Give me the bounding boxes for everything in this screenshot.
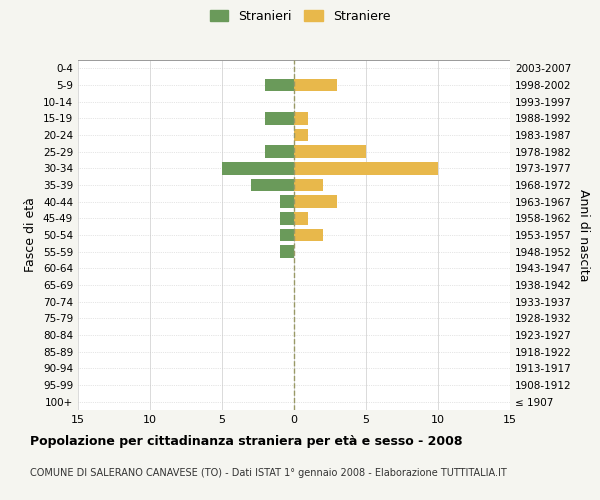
Bar <box>294 162 438 174</box>
Bar <box>265 112 294 124</box>
Text: Popolazione per cittadinanza straniera per età e sesso - 2008: Popolazione per cittadinanza straniera p… <box>30 435 463 448</box>
Y-axis label: Fasce di età: Fasce di età <box>25 198 37 272</box>
Y-axis label: Anni di nascita: Anni di nascita <box>577 188 590 281</box>
Bar <box>294 112 308 124</box>
Bar <box>294 129 308 141</box>
Bar <box>280 212 294 224</box>
Text: COMUNE DI SALERANO CANAVESE (TO) - Dati ISTAT 1° gennaio 2008 - Elaborazione TUT: COMUNE DI SALERANO CANAVESE (TO) - Dati … <box>30 468 507 477</box>
Bar <box>265 79 294 92</box>
Bar <box>294 212 308 224</box>
Bar <box>294 179 323 192</box>
Bar <box>280 246 294 258</box>
Bar <box>294 229 323 241</box>
Bar <box>265 146 294 158</box>
Bar <box>280 196 294 208</box>
Legend: Stranieri, Straniere: Stranieri, Straniere <box>206 6 394 26</box>
Bar <box>251 179 294 192</box>
Bar <box>280 229 294 241</box>
Bar <box>294 146 366 158</box>
Bar <box>294 79 337 92</box>
Bar <box>222 162 294 174</box>
Bar <box>294 196 337 208</box>
